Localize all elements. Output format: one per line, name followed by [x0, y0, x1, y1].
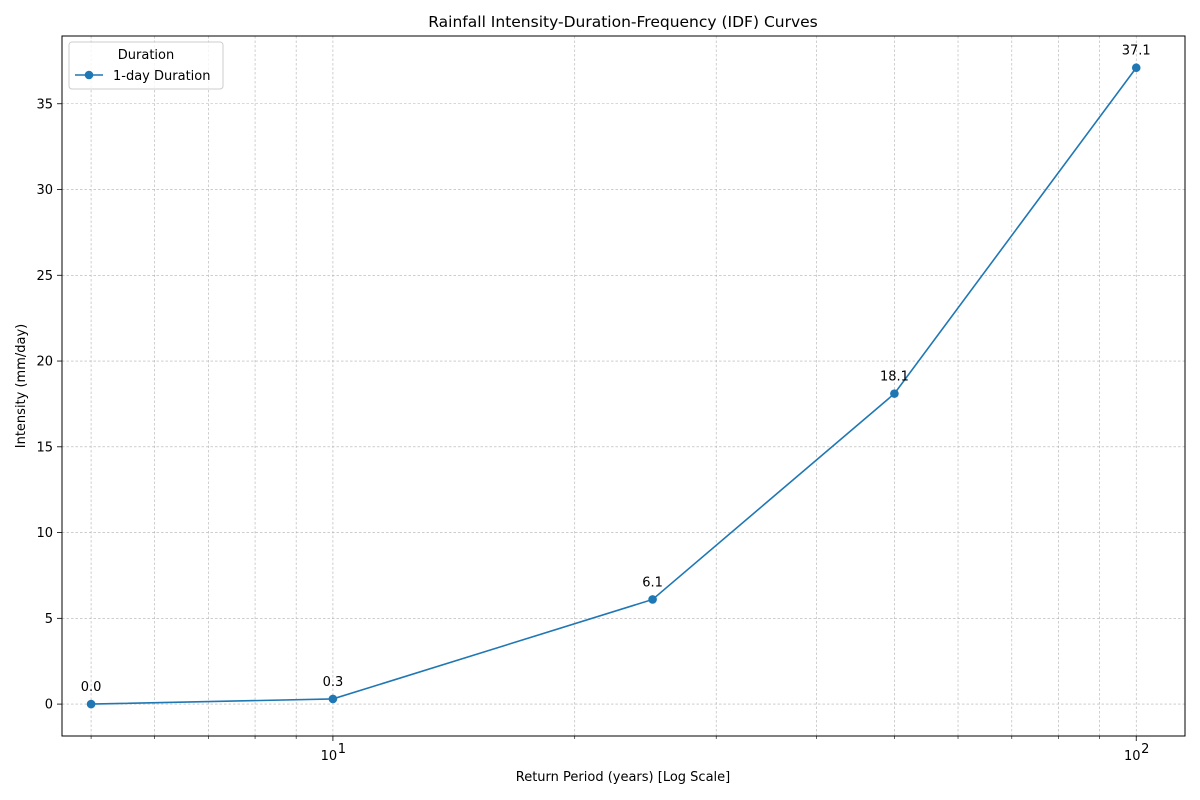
y-tick-label: 0	[45, 698, 53, 713]
legend-box	[68, 41, 224, 90]
x-tick-label-base: 10	[321, 749, 338, 764]
y-axis-label: Intensity (mm/day)	[14, 324, 29, 448]
data-point	[1131, 63, 1141, 73]
x-tick-label-base: 10	[1124, 749, 1141, 764]
y-tick-label: 15	[36, 440, 53, 455]
plot-area	[61, 35, 1186, 737]
x-tick-label-exponent: 2	[1141, 742, 1149, 757]
data-point	[86, 699, 96, 709]
legend-entry-label: 1-day Duration	[113, 69, 210, 84]
x-axis-label: Return Period (years) [Log Scale]	[516, 770, 730, 785]
grid	[62, 36, 1185, 736]
y-tick-label: 25	[36, 269, 53, 284]
data-label: 0.3	[323, 675, 344, 690]
data-point	[328, 694, 338, 704]
legend-point-marker	[84, 70, 94, 80]
data-label: 0.0	[81, 680, 102, 695]
x-axis: 10 1 10 2	[90, 736, 1149, 764]
data-point	[648, 595, 657, 604]
y-tick-label: 10	[36, 526, 53, 541]
data-label: 18.1	[880, 370, 909, 385]
data-point	[890, 389, 899, 398]
y-tick-label: 5	[45, 612, 53, 627]
y-tick-label: 35	[36, 97, 53, 112]
series-layer: 0.0 0.3 6.1 18.1 37.1	[81, 44, 1151, 709]
legend: Duration 1-day Duration	[68, 41, 224, 90]
legend-title: Duration	[118, 48, 174, 63]
series-line	[91, 67, 1137, 705]
y-axis: 0 5 10 15 20 25 30 35	[36, 97, 62, 713]
x-tick-label-exponent: 1	[338, 742, 346, 757]
data-label: 6.1	[642, 575, 663, 590]
y-tick-label: 30	[36, 183, 53, 198]
data-label: 37.1	[1122, 44, 1151, 59]
chart-title: Rainfall Intensity-Duration-Frequency (I…	[428, 13, 818, 31]
y-tick-label: 20	[36, 355, 53, 370]
